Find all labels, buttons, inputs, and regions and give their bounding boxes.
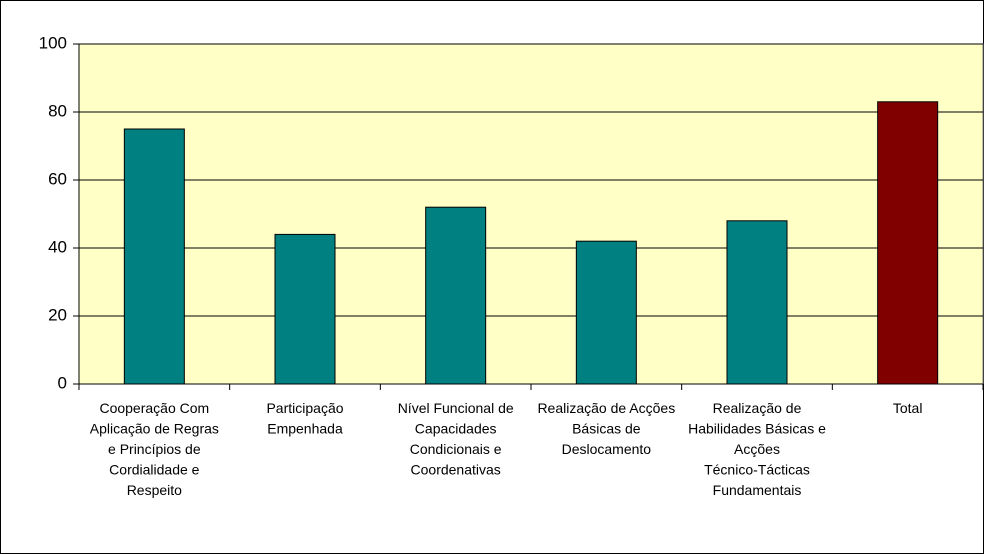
- bar: [425, 206, 487, 385]
- y-tick-label: 40: [48, 237, 67, 256]
- bar: [877, 101, 939, 385]
- x-tick-label: Participação Empenhada: [266, 400, 343, 437]
- x-tick-label: Realização de Habilidades Básicas e Acções…: [688, 400, 826, 498]
- y-tick-label: 100: [39, 33, 67, 52]
- y-tick-label: 60: [48, 169, 67, 188]
- bar: [575, 240, 637, 385]
- y-tick-label: 20: [48, 305, 67, 324]
- x-tick-label: Cooperação Com Aplicação de Regras e Princ…: [90, 400, 219, 498]
- plot-area: [78, 43, 984, 385]
- x-tick-label: Realização de Acções Básicas de Deslocamen…: [537, 400, 675, 457]
- x-tick-label: Nível Funcional de Capacidades Condicionai…: [398, 400, 514, 478]
- x-tick-label: Total: [893, 400, 923, 416]
- bar: [726, 220, 788, 385]
- bar: [274, 233, 336, 385]
- bar: [123, 128, 185, 385]
- y-tick-label: 80: [48, 101, 67, 120]
- y-tick-label: 0: [58, 373, 67, 392]
